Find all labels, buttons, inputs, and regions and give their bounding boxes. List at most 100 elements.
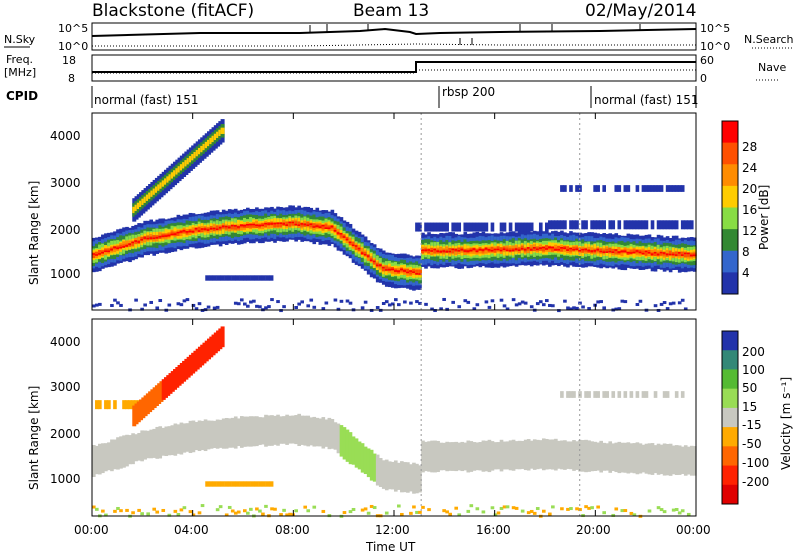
velocity-cell (629, 511, 634, 515)
power-cell (566, 306, 570, 310)
power-cell (608, 250, 613, 253)
velocity-cell (188, 510, 193, 514)
power-cell (680, 254, 685, 256)
power-cell (279, 309, 283, 313)
power-cell (339, 234, 344, 238)
power-cell (110, 248, 114, 251)
power-cb-tick-16: 16 (742, 203, 757, 217)
power-cell (680, 185, 685, 192)
velocity-cell (167, 426, 172, 456)
velocity-cell (584, 505, 588, 509)
power-cell (451, 249, 455, 254)
velocity-cell (626, 442, 631, 474)
power-cell (215, 305, 220, 309)
velocity-cell (269, 481, 274, 487)
velocity-cell (155, 426, 160, 459)
power-cell (677, 252, 682, 256)
power-cell (390, 302, 395, 306)
velocity-cell (132, 405, 137, 427)
velocity-cell (560, 440, 564, 470)
power-ytick-2000: 2000 (50, 223, 81, 237)
velocity-cell (406, 462, 410, 493)
power-cell (351, 244, 356, 247)
velocity-cell (197, 346, 202, 368)
velocity-cell (168, 373, 173, 394)
velocity-cell (179, 422, 184, 455)
power-cell (557, 249, 561, 251)
power-cell (517, 247, 522, 252)
velocity-cell (318, 418, 323, 447)
velocity-cell (381, 460, 386, 489)
power-cell (191, 303, 196, 307)
power-cell (306, 222, 311, 226)
power-cell (321, 225, 326, 230)
colorbar-swatch (722, 407, 738, 428)
velocity-cell (641, 391, 646, 398)
velocity-cell (315, 417, 320, 447)
velocity-cell (647, 509, 652, 513)
power-cell (445, 222, 449, 232)
velocity-cell (409, 464, 413, 492)
velocity-cell (176, 424, 181, 454)
power-cell (575, 248, 579, 251)
power-cell (620, 299, 625, 303)
power-cell (249, 300, 253, 304)
power-cell (390, 268, 395, 271)
power-cell (584, 220, 588, 230)
velocity-cell (285, 513, 289, 517)
power-cell (548, 220, 552, 230)
velocity-cell (104, 443, 108, 472)
power-cell (421, 249, 425, 251)
power-cell (394, 270, 398, 272)
velocity-cell (273, 507, 277, 511)
x-tick-0800: 08:00 (275, 523, 310, 537)
freq-panel-frame (91, 54, 697, 82)
velocity-cell (212, 481, 217, 487)
power-cell (665, 220, 670, 230)
power-cell (475, 222, 480, 232)
velocity-cell (170, 425, 175, 456)
velocity-cell (137, 508, 141, 512)
velocity-cell (596, 442, 600, 471)
power-cell (220, 127, 225, 134)
power-cell (273, 222, 277, 225)
velocity-cell (659, 508, 664, 512)
velocity-cell (324, 419, 329, 447)
velocity-cell (548, 512, 552, 516)
power-cell (569, 220, 573, 230)
power-cell (551, 246, 555, 249)
velocity-cell (514, 506, 519, 510)
power-cell (236, 226, 241, 228)
power-cell (490, 222, 495, 232)
velocity-cell (230, 509, 235, 513)
power-cell (397, 270, 401, 273)
velocity-cell (623, 509, 628, 513)
power-cell (644, 220, 649, 230)
power-cell (566, 246, 570, 250)
power-cell (436, 250, 440, 252)
power-cb-tick-8: 8 (742, 245, 750, 259)
power-cb-tick-4: 4 (742, 266, 750, 280)
velocity-cell (665, 443, 670, 476)
power-cell (163, 178, 168, 185)
velocity-cell (623, 391, 628, 398)
power-cell (448, 250, 452, 253)
power-cell (626, 220, 631, 230)
power-cell (381, 267, 386, 272)
power-cell (351, 241, 356, 246)
power-cell (412, 271, 416, 274)
power-cell (273, 223, 277, 228)
velocity-cell (220, 481, 225, 487)
velocity-cell (560, 507, 564, 511)
power-cell (255, 224, 259, 229)
power-cell (239, 298, 244, 302)
velocity-cell (620, 509, 625, 513)
velocity-cell (599, 440, 603, 473)
velocity-cell (575, 441, 579, 470)
power-cell (572, 220, 576, 230)
power-cell (107, 248, 111, 253)
power-cell (596, 248, 600, 251)
velocity-cell (140, 430, 144, 462)
power-cell (674, 251, 679, 256)
